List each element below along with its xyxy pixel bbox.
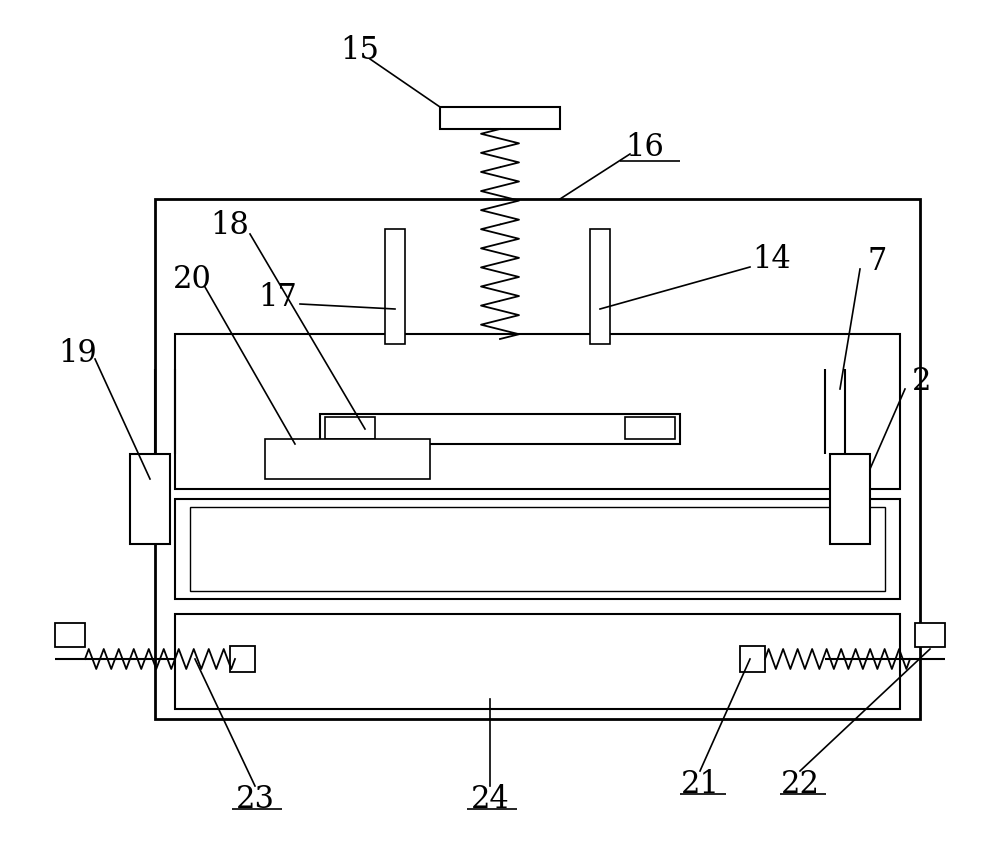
Text: 18: 18 (211, 210, 249, 240)
Text: 24: 24 (471, 784, 509, 815)
Text: 23: 23 (236, 784, 275, 815)
Bar (175, 614, 900, 709)
Bar (385, 230, 405, 344)
Bar (175, 335, 900, 489)
Text: 2: 2 (912, 366, 932, 397)
Bar (155, 199, 920, 719)
Bar (625, 417, 675, 440)
Text: 14: 14 (753, 245, 791, 275)
Bar (190, 508, 885, 591)
Text: 7: 7 (867, 246, 887, 277)
Bar (175, 499, 900, 599)
Text: 17: 17 (259, 282, 297, 314)
Bar (265, 440, 430, 480)
Bar (230, 646, 255, 672)
Bar (740, 646, 765, 672)
Bar (440, 108, 560, 130)
Bar (325, 417, 375, 440)
Text: 19: 19 (59, 337, 97, 368)
Bar (590, 230, 610, 344)
Text: 15: 15 (341, 34, 380, 66)
Bar (55, 624, 85, 648)
Bar (915, 624, 945, 648)
Text: 20: 20 (173, 264, 211, 295)
Bar (830, 454, 870, 544)
Text: 22: 22 (780, 769, 820, 799)
Bar (320, 415, 680, 445)
Bar (130, 454, 170, 544)
Text: 21: 21 (680, 769, 720, 799)
Text: 16: 16 (626, 132, 664, 164)
